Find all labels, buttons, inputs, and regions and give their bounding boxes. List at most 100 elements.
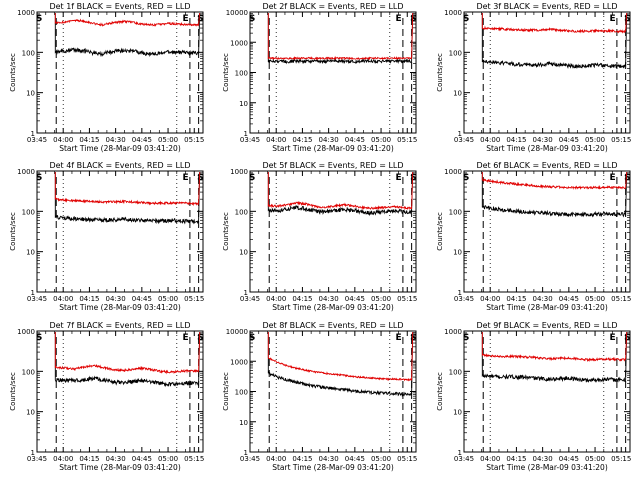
interval-marker-s: S xyxy=(410,333,416,343)
chart-panel-4: Det 4f BLACK = Events, RED = LLD 1 10 100 10… xyxy=(9,161,204,312)
y-axis-label: Counts/sec xyxy=(436,53,444,92)
y-tick-label: 1000 xyxy=(444,9,462,17)
x-axis-label: Start Time (28-Mar-09 03:41:20) xyxy=(272,303,394,312)
y-axis-label: Counts/sec xyxy=(436,372,444,411)
x-tick-label: 03:45 xyxy=(240,455,260,463)
x-tick-label: 04:45 xyxy=(132,136,152,144)
series-line-lld xyxy=(54,171,201,207)
x-tick-label: 04:15 xyxy=(79,455,99,463)
series-line-lld xyxy=(267,12,414,61)
x-tick-label: 04:45 xyxy=(345,455,365,463)
interval-marker-s: S xyxy=(624,333,630,343)
x-tick-label: 04:45 xyxy=(345,295,365,303)
y-tick-label: 1 xyxy=(244,449,248,457)
y-tick-label: 1000 xyxy=(230,358,248,366)
y-tick-label: 10 xyxy=(26,249,35,257)
y-axis-label: Counts/sec xyxy=(436,212,444,251)
y-tick-label: 100 xyxy=(22,368,35,376)
y-axis-label: Counts/sec xyxy=(9,53,17,92)
x-axis-label: Start Time (28-Mar-09 03:41:20) xyxy=(486,303,608,312)
interval-marker-s: S xyxy=(197,14,203,24)
y-tick-label: 1000 xyxy=(17,168,35,176)
x-axis-label: Start Time (28-Mar-09 03:41:20) xyxy=(272,144,394,153)
interval-marker-e: E xyxy=(182,333,188,343)
interval-marker-s: S xyxy=(249,333,255,343)
interval-marker-s: S xyxy=(463,14,469,24)
y-tick-label: 1 xyxy=(31,289,35,297)
y-tick-label: 1000 xyxy=(230,168,248,176)
chart-title: Det 4f BLACK = Events, RED = LLD xyxy=(49,161,190,170)
x-tick-label: 05:00 xyxy=(158,136,178,144)
x-tick-label: 05:00 xyxy=(585,295,605,303)
x-tick-label: 04:30 xyxy=(533,136,553,144)
plot-frame xyxy=(36,330,204,453)
x-tick-label: 05:15 xyxy=(397,136,417,144)
x-tick-label: 04:30 xyxy=(106,295,126,303)
x-tick-label: 04:15 xyxy=(292,455,312,463)
interval-marker-s: S xyxy=(410,173,416,183)
interval-marker-s: S xyxy=(36,173,42,183)
y-tick-label: 100 xyxy=(235,389,248,397)
y-axis-label: Counts/sec xyxy=(9,372,17,411)
interval-marker-s: S xyxy=(624,173,630,183)
interval-marker-s: S xyxy=(197,333,203,343)
plot-frame xyxy=(463,170,631,293)
x-tick-label: 04:15 xyxy=(506,136,526,144)
chart-title: Det 8f BLACK = Events, RED = LLD xyxy=(262,321,403,330)
chart-title: Det 3f BLACK = Events, RED = LLD xyxy=(476,2,617,11)
x-tick-label: 04:30 xyxy=(319,136,339,144)
x-tick-label: 03:45 xyxy=(454,136,474,144)
x-tick-label: 05:00 xyxy=(371,455,391,463)
chart-panel-8: Det 8f BLACK = Events, RED = LLD 1 10 100 10… xyxy=(222,321,417,472)
plot-frame xyxy=(463,11,631,134)
x-tick-label: 04:15 xyxy=(292,136,312,144)
x-tick-label: 05:15 xyxy=(184,455,204,463)
x-tick-label: 04:00 xyxy=(480,455,500,463)
y-tick-label: 10000 xyxy=(226,9,248,17)
x-tick-label: 05:15 xyxy=(611,136,631,144)
plot-frame xyxy=(249,330,417,453)
y-tick-label: 100 xyxy=(449,208,462,216)
chart-title: Det 5f BLACK = Events, RED = LLD xyxy=(262,161,403,170)
series-line-events xyxy=(54,331,201,388)
y-tick-label: 1000 xyxy=(444,168,462,176)
x-tick-label: 04:00 xyxy=(53,136,73,144)
x-tick-label: 04:00 xyxy=(266,136,286,144)
series-line-lld xyxy=(267,171,414,211)
series-line-events xyxy=(267,171,414,217)
y-tick-label: 100 xyxy=(235,70,248,78)
x-tick-label: 04:30 xyxy=(106,136,126,144)
y-tick-label: 10 xyxy=(453,249,462,257)
x-axis-label: Start Time (28-Mar-09 03:41:20) xyxy=(486,144,608,153)
series-line-events xyxy=(267,331,414,397)
x-tick-label: 05:00 xyxy=(158,295,178,303)
series-line-events xyxy=(481,171,628,218)
interval-marker-e: E xyxy=(609,173,615,183)
y-tick-label: 1000 xyxy=(230,39,248,47)
series-line-lld xyxy=(54,12,201,27)
y-tick-label: 1 xyxy=(458,289,462,297)
x-tick-label: 04:15 xyxy=(292,295,312,303)
x-tick-label: 04:00 xyxy=(480,136,500,144)
x-tick-label: 04:15 xyxy=(79,136,99,144)
y-tick-label: 100 xyxy=(235,208,248,216)
x-tick-label: 03:45 xyxy=(27,295,47,303)
x-tick-label: 05:15 xyxy=(397,295,417,303)
x-axis-label: Start Time (28-Mar-09 03:41:20) xyxy=(59,303,181,312)
x-axis-label: Start Time (28-Mar-09 03:41:20) xyxy=(486,463,608,472)
x-tick-label: 04:00 xyxy=(53,455,73,463)
series-line-lld xyxy=(481,12,628,34)
x-tick-label: 04:30 xyxy=(319,455,339,463)
series-line-lld xyxy=(481,171,628,190)
x-tick-label: 04:15 xyxy=(506,295,526,303)
y-tick-label: 1000 xyxy=(17,9,35,17)
interval-marker-e: E xyxy=(609,333,615,343)
y-axis-label: Counts/sec xyxy=(9,212,17,251)
y-tick-label: 10 xyxy=(239,419,248,427)
interval-marker-e: E xyxy=(182,173,188,183)
chart-title: Det 9f BLACK = Events, RED = LLD xyxy=(476,321,617,330)
series-line-events xyxy=(267,12,414,65)
x-tick-label: 05:15 xyxy=(184,136,204,144)
y-tick-label: 1 xyxy=(31,449,35,457)
